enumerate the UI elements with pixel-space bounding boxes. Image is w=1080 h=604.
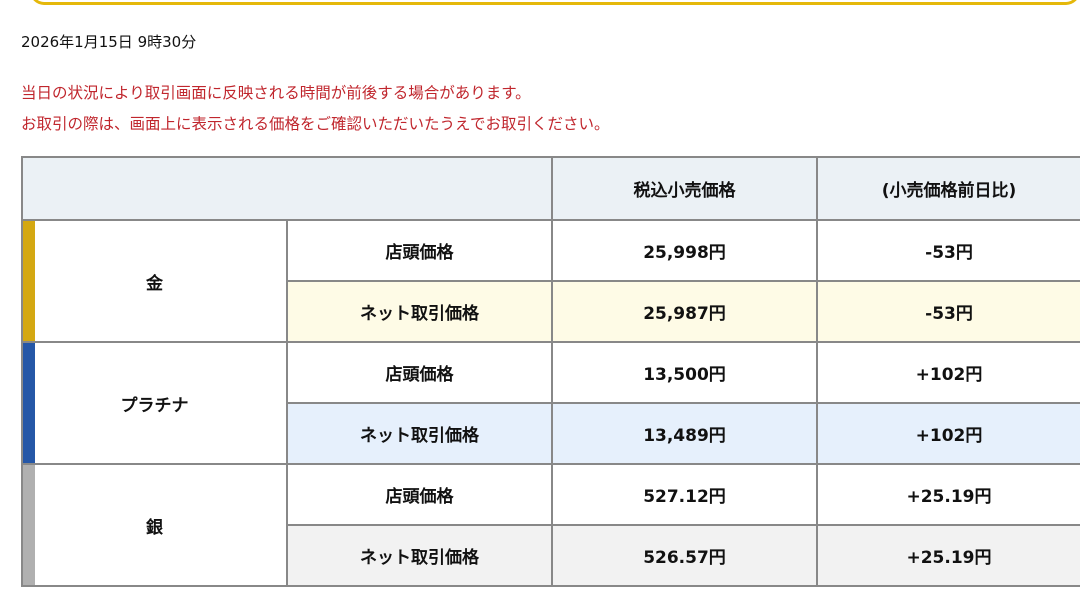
product-label: プラチナ [120, 395, 189, 416]
product-label: 銀 [146, 517, 163, 538]
update-datetime: 2026年1月15日 9時30分 [21, 33, 197, 51]
price-type: 店頭価格 [286, 219, 553, 282]
price-type: 店頭価格 [286, 341, 553, 404]
product-color-stripe [23, 343, 35, 463]
notice-line: 当日の状況により取引画面に反映される時間が前後する場合があります。 [21, 84, 531, 102]
header-price: 税込小売価格 [551, 156, 818, 221]
product-label: 金 [146, 273, 163, 294]
product-color-stripe [23, 221, 35, 341]
header-border [30, 0, 1080, 5]
retail-price: 13,500円 [551, 341, 818, 404]
price-change: +102円 [816, 402, 1080, 465]
price-type: ネット取引価格 [286, 280, 553, 343]
price-type: ネット取引価格 [286, 402, 553, 465]
price-change: +102円 [816, 341, 1080, 404]
price-change: -53円 [816, 219, 1080, 282]
retail-price: 25,998円 [551, 219, 818, 282]
product-name: 金 [21, 219, 288, 343]
price-type: ネット取引価格 [286, 524, 553, 587]
table-row: 金 店頭価格 25,998円 -53円 [21, 219, 1080, 343]
table-row: ネット取引価格 25,987円 -53円 [22, 280, 1080, 343]
table-header-row: 税込小売価格 (小売価格前日比) [21, 156, 1080, 221]
header-change: (小売価格前日比) [816, 156, 1080, 221]
table-row: プラチナ 店頭価格 13,500円 +102円 [21, 341, 1080, 465]
header-blank [21, 156, 553, 221]
table-row: 銀 店頭価格 527.12円 +25.19円 [21, 463, 1080, 587]
product-color-stripe [23, 465, 35, 585]
price-change: +25.19円 [816, 524, 1080, 587]
retail-price: 25,987円 [551, 280, 818, 343]
price-change: +25.19円 [816, 463, 1080, 526]
product-name: プラチナ [21, 341, 288, 465]
retail-price: 13,489円 [551, 402, 818, 465]
price-change: -53円 [816, 280, 1080, 343]
notice-line: お取引の際は、画面上に表示される価格をご確認いただいたうえでお取引ください。 [21, 115, 610, 133]
price-table: 税込小売価格 (小売価格前日比) 金店頭価格 25,998円 -53円 ネット取引価格… [21, 156, 1080, 587]
notice-text: 当日の状況により取引画面に反映される時間が前後する場合があります。 お取引の際は… [21, 78, 610, 140]
retail-price: 526.57円 [551, 524, 818, 587]
price-type: 店頭価格 [286, 463, 553, 526]
product-name: 銀 [21, 463, 288, 587]
retail-price: 527.12円 [551, 463, 818, 526]
